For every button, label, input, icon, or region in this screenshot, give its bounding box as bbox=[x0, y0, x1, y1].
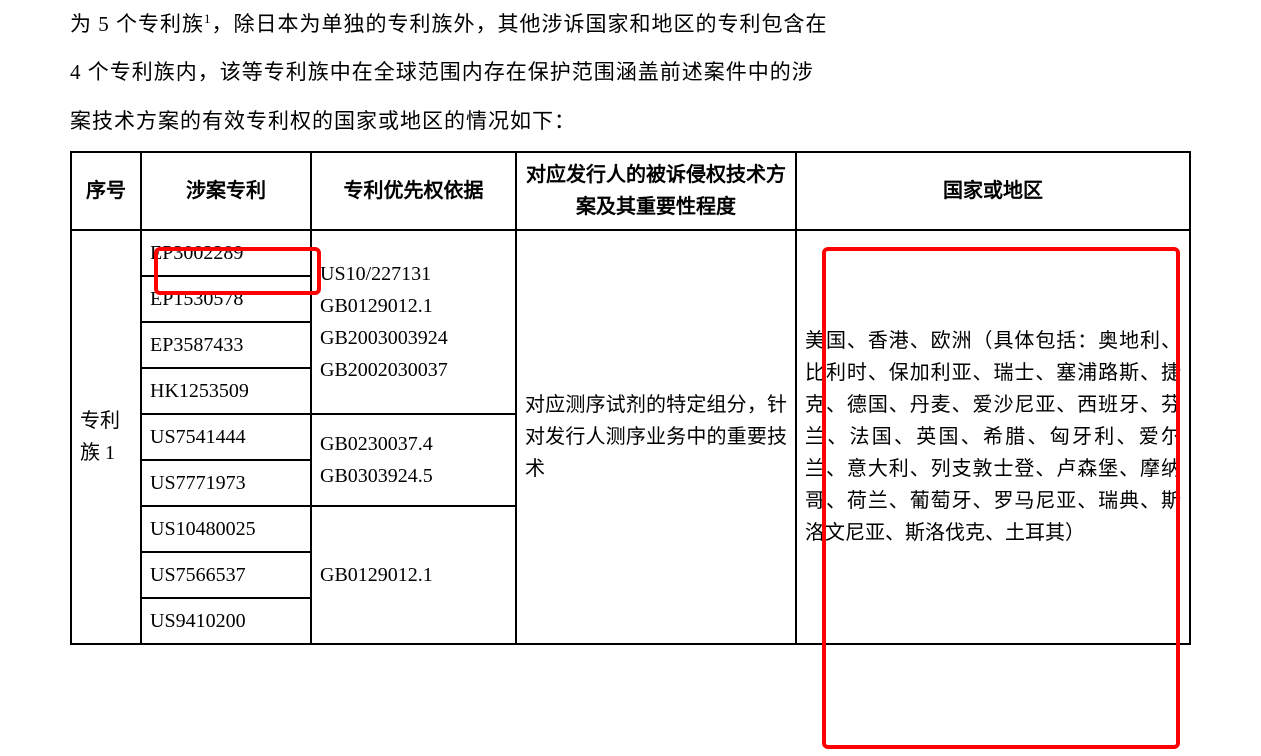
patent-cell: US7541444 bbox=[141, 414, 311, 460]
priority-cell-1: US10/227131 GB0129012.1 GB2003003924 GB2… bbox=[311, 230, 516, 414]
table-row: 专利 族 1 EP3002289 US10/227131 GB0129012.1… bbox=[71, 230, 1190, 276]
header-seq: 序号 bbox=[71, 152, 141, 230]
family-label-cell: 专利 族 1 bbox=[71, 230, 141, 644]
patent-table: 序号 涉案专利 专利优先权依据 对应发行人的被诉侵权技术方案及其重要性程度 国家… bbox=[70, 151, 1191, 645]
header-patent: 涉案专利 bbox=[141, 152, 311, 230]
para-line2: 4 个专利族内，该等专利族中在全球范围内存在保护范围涵盖前述案件中的涉 bbox=[70, 60, 814, 84]
header-tech: 对应发行人的被诉侵权技术方案及其重要性程度 bbox=[516, 152, 796, 230]
para-line1-a: 为 5 个专利族 bbox=[70, 12, 204, 36]
priority-line: GB0129012.1 bbox=[320, 295, 433, 317]
patent-cell: HK1253509 bbox=[141, 368, 311, 414]
geo-cell: 美国、香港、欧洲（具体包括：奥地利、比利时、保加利亚、瑞士、塞浦路斯、捷克、德国… bbox=[796, 230, 1190, 644]
family-label-a: 专利 bbox=[80, 410, 120, 432]
header-priority: 专利优先权依据 bbox=[311, 152, 516, 230]
footnote-ref: 1 bbox=[204, 11, 212, 26]
para-line3: 案技术方案的有效专利权的国家或地区的情况如下： bbox=[70, 109, 576, 133]
priority-line: GB0230037.4 bbox=[320, 433, 433, 455]
para-line1-b: ，除日本为单独的专利族外，其他涉诉国家和地区的专利包含在 bbox=[212, 12, 828, 36]
family-label-b: 族 1 bbox=[80, 442, 115, 464]
patent-cell: US10480025 bbox=[141, 506, 311, 552]
patent-cell: US7566537 bbox=[141, 552, 311, 598]
priority-line: GB2002030037 bbox=[320, 359, 448, 381]
priority-cell-3: GB0129012.1 bbox=[311, 506, 516, 644]
patent-cell: EP1530578 bbox=[141, 276, 311, 322]
paragraph: 为 5 个专利族1，除日本为单独的专利族外，其他涉诉国家和地区的专利包含在 4 … bbox=[70, 0, 1191, 145]
tech-cell: 对应测序试剂的特定组分，针对发行人测序业务中的重要技术 bbox=[516, 230, 796, 644]
priority-line: GB0303924.5 bbox=[320, 465, 433, 487]
priority-line: US10/227131 bbox=[320, 263, 431, 285]
table-header-row: 序号 涉案专利 专利优先权依据 对应发行人的被诉侵权技术方案及其重要性程度 国家… bbox=[71, 152, 1190, 230]
header-geo: 国家或地区 bbox=[796, 152, 1190, 230]
priority-line: GB2003003924 bbox=[320, 327, 448, 349]
patent-cell: EP3002289 bbox=[141, 230, 311, 276]
priority-cell-2: GB0230037.4 GB0303924.5 bbox=[311, 414, 516, 506]
document-page: 为 5 个专利族1，除日本为单独的专利族外，其他涉诉国家和地区的专利包含在 4 … bbox=[0, 0, 1261, 756]
patent-cell: US7771973 bbox=[141, 460, 311, 506]
patent-cell: EP3587433 bbox=[141, 322, 311, 368]
patent-cell: US9410200 bbox=[141, 598, 311, 644]
